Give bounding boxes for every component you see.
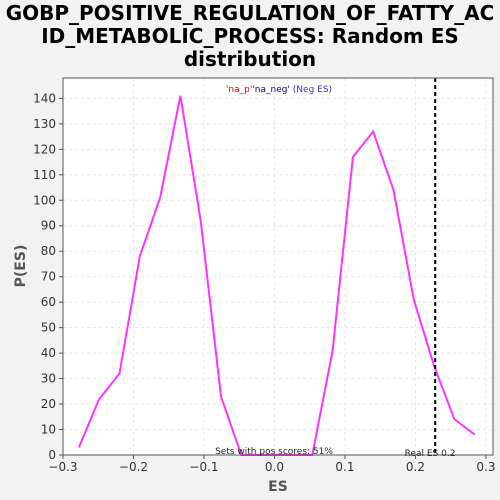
x-axis: −0.3 −0.2 −0.1 0.0 0.1 0.2 0.3	[48, 455, 495, 474]
y-tick-label: 130	[33, 117, 56, 131]
title-line-3: distribution	[183, 47, 317, 71]
y-tick-label: 30	[41, 372, 56, 386]
y-tick-label: 100	[33, 193, 56, 207]
x-tick-label: 0.2	[406, 460, 425, 474]
y-axis: 0 10 20 30 40 50 60 70 80 90 100 110 120 130 140	[33, 91, 63, 462]
plot-frame	[62, 77, 494, 456]
plot-area	[63, 78, 493, 455]
y-tick-label: 120	[33, 142, 56, 156]
legend-na-p: 'na_p'	[226, 85, 252, 95]
pos-scores-annotation: Sets with pos scores: 51%	[215, 447, 333, 457]
y-tick-label: 80	[41, 244, 56, 258]
y-tick-label: 10	[41, 423, 56, 437]
y-tick-label: 110	[33, 168, 56, 182]
y-tick-label: 40	[41, 346, 56, 360]
legend-na-neg: 'na_neg'	[252, 85, 290, 95]
chart-title: GOBP_POSITIVE_REGULATION_OF_FATTY_AC ID_…	[0, 2, 500, 71]
y-tick-label: 60	[41, 295, 56, 309]
x-axis-label: ES	[268, 479, 288, 495]
y-tick-label: 50	[41, 321, 56, 335]
y-axis-label: P(ES)	[13, 245, 29, 288]
x-tick-label: −0.3	[48, 460, 77, 474]
y-tick-label: 90	[41, 219, 56, 233]
title-line-2: ID_METABOLIC_PROCESS: Random ES	[41, 24, 459, 48]
legend-neg-es: (Neg ES)	[290, 85, 332, 95]
y-tick-label: 140	[33, 91, 56, 105]
x-tick-label: 0.1	[335, 460, 354, 474]
y-tick-label: 70	[41, 270, 56, 284]
x-tick-label: −0.2	[119, 460, 148, 474]
real-es-annotation: Real ES 0.2	[405, 449, 456, 459]
title-line-1: GOBP_POSITIVE_REGULATION_OF_FATTY_AC	[5, 1, 495, 25]
legend-text: 'na_p''na_neg' (Neg ES)	[226, 85, 332, 95]
y-tick-label: 20	[41, 397, 56, 411]
x-tick-label: 0.3	[476, 460, 495, 474]
y-tick-label: 0	[48, 448, 56, 462]
x-tick-label: −0.1	[189, 460, 218, 474]
x-tick-label: 0.0	[265, 460, 284, 474]
